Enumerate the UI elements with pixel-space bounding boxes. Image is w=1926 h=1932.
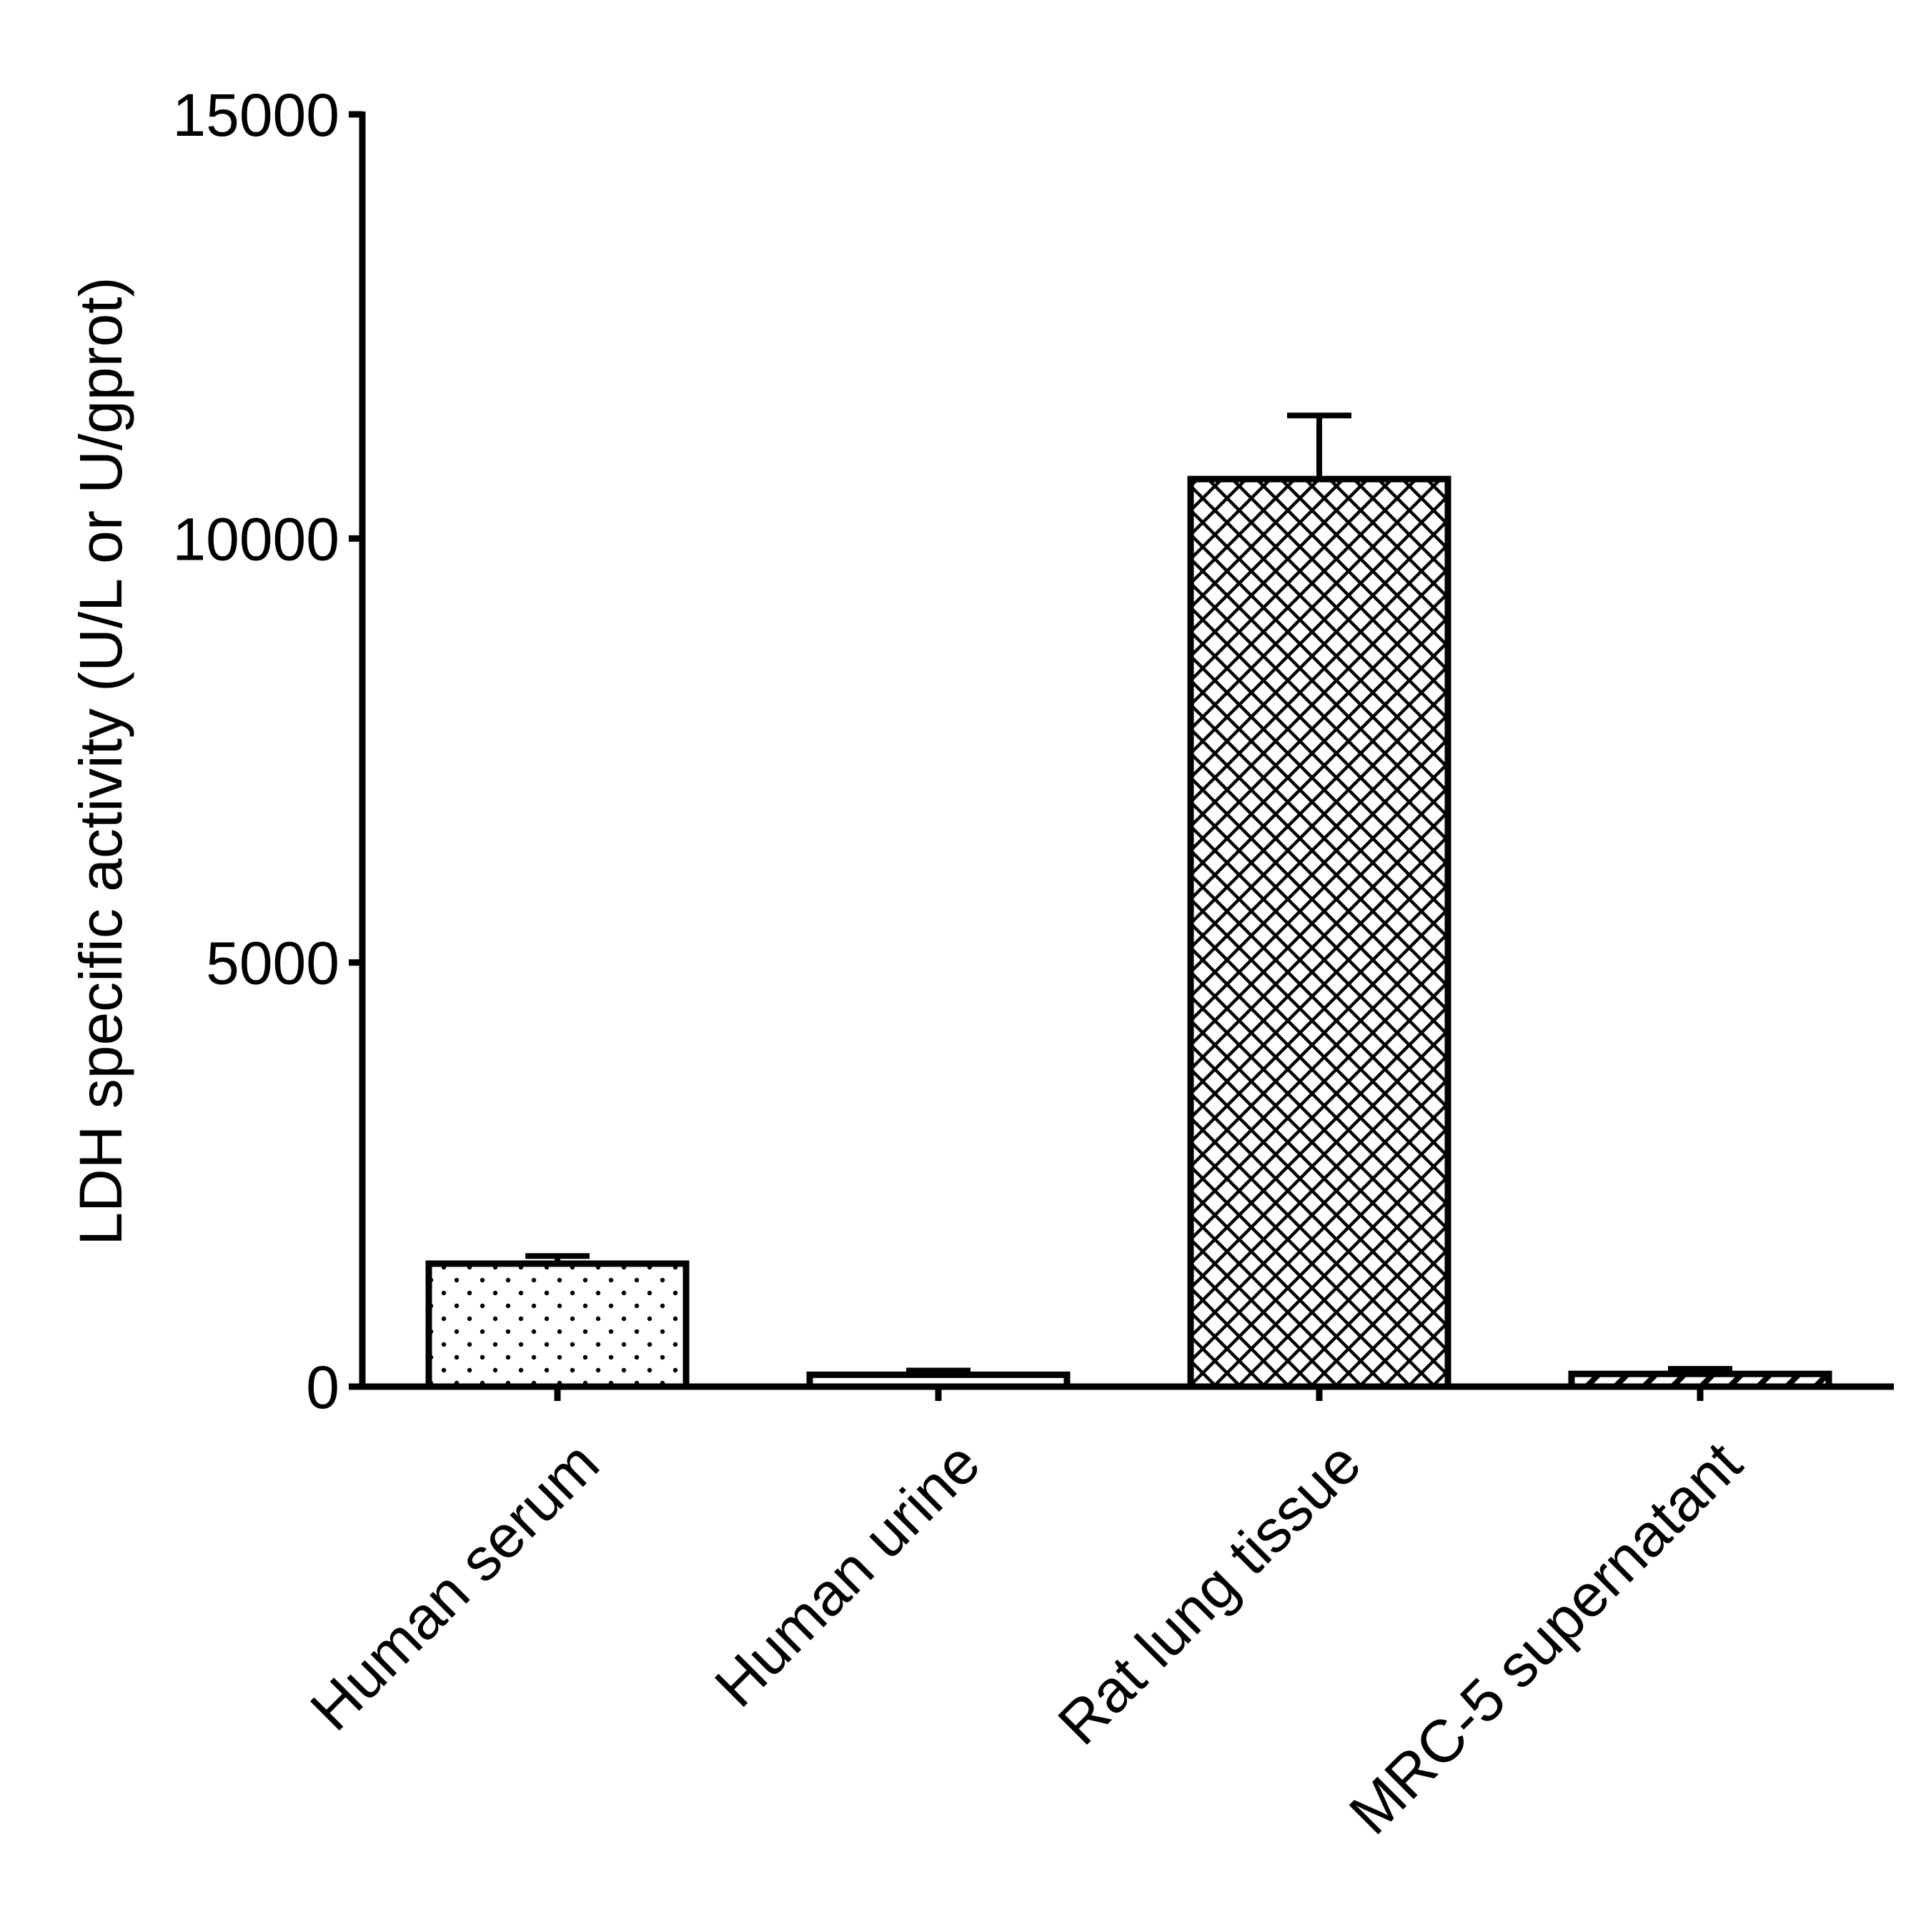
bar-rat-lung-tissue	[1187, 475, 1451, 1390]
x-category-label: Human urine	[702, 1429, 993, 1720]
bar-series	[425, 412, 1832, 1390]
y-tick-label: 10000	[172, 505, 339, 573]
y-tick-label: 0	[306, 1354, 339, 1421]
x-category-label: Human serum	[297, 1429, 611, 1743]
x-category-label: MRC-5 supernatant	[1336, 1429, 1754, 1847]
y-axis-ticks: 0 5000 10000 15000	[172, 81, 362, 1421]
y-tick-label: 5000	[206, 930, 339, 997]
x-axis-ticks: Human serum Human urine Rat lung tissueMRC…	[297, 1387, 1754, 1847]
bar-human-serum	[425, 1260, 690, 1390]
y-axis-title: LDH specific activity (U/L or U/gprot)	[67, 277, 134, 1245]
x-category-label: Rat lung tissue	[1045, 1429, 1373, 1757]
y-tick-label: 15000	[172, 81, 339, 149]
